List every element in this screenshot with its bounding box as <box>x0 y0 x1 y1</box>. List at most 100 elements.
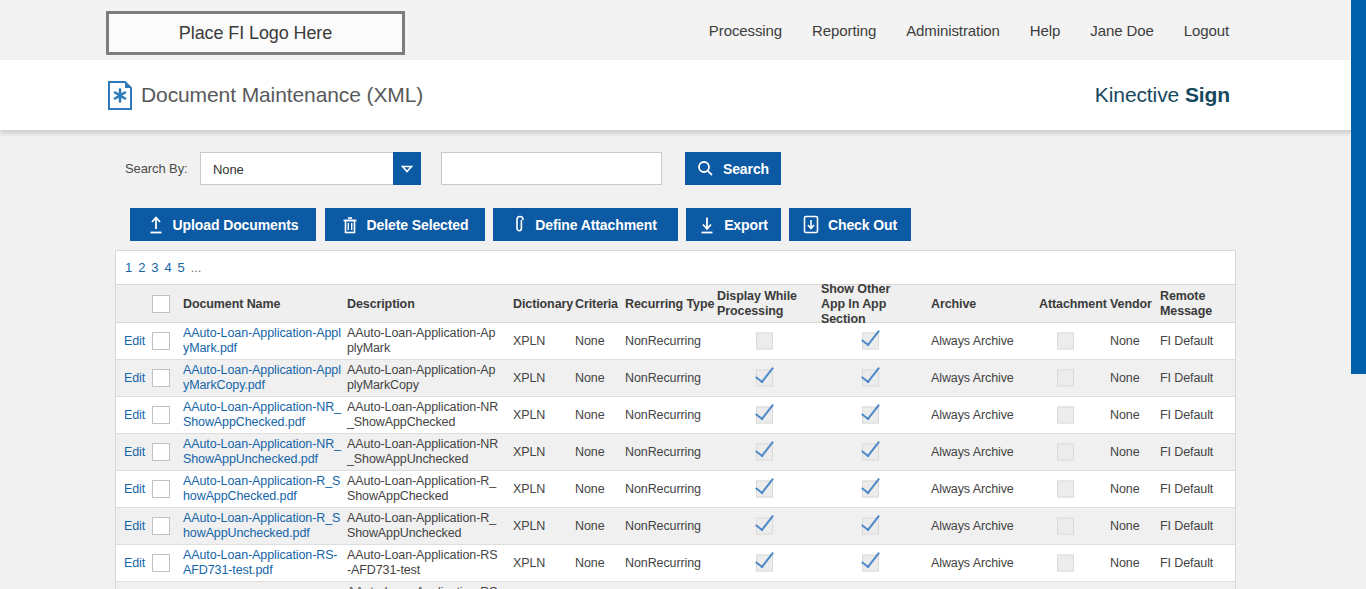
dropdown-button[interactable] <box>393 152 421 185</box>
pagination: 1 2 3 4 5 ... <box>116 251 1235 284</box>
document-name-link[interactable]: AAuto-Loan-Application-NR_ShowAppUncheck… <box>183 437 341 467</box>
page-link-2[interactable]: 2 <box>138 260 145 275</box>
cell-description: AAuto-Loan-Application-RS- <box>347 585 499 589</box>
cell-remote-message: FI Default <box>1160 334 1232 349</box>
col-document-name: Document Name <box>183 296 341 311</box>
row-select-checkbox[interactable] <box>152 554 170 572</box>
show-other-app-checkbox <box>862 370 879 387</box>
attachment-checkbox <box>1057 518 1074 535</box>
cell-recurring-type: NonRecurring <box>625 556 720 571</box>
nav-item-user[interactable]: Jane Doe <box>1090 22 1153 39</box>
brand-logo: Kinective Sign <box>1095 60 1230 130</box>
paperclip-icon <box>514 215 526 234</box>
check-out-document-icon <box>803 215 819 234</box>
edit-link[interactable]: Edit <box>124 334 154 349</box>
display-while-processing-checkbox <box>756 518 773 535</box>
row-select-checkbox[interactable] <box>152 443 170 461</box>
select-all-checkbox[interactable] <box>152 295 170 313</box>
delete-selected-button[interactable]: Delete Selected <box>325 208 485 241</box>
attachment-checkbox <box>1057 407 1074 424</box>
upload-documents-button[interactable]: Upload Documents <box>130 208 316 241</box>
cell-dictionary: XPLN <box>513 556 573 571</box>
cell-vendor: None <box>1110 408 1160 423</box>
search-by-selected-value: None <box>213 162 244 177</box>
nav-item-processing[interactable]: Processing <box>709 22 782 39</box>
cell-dictionary: XPLN <box>513 445 573 460</box>
page-link-4[interactable]: 4 <box>164 260 171 275</box>
show-other-app-checkbox <box>862 518 879 535</box>
document-name-link[interactable]: AAuto-Loan-Application-ApplyMark.pdf <box>183 326 341 356</box>
cell-vendor: None <box>1110 445 1160 460</box>
row-select-checkbox[interactable] <box>152 480 170 498</box>
top-bar: Place FI Logo Here Processing Reporting … <box>0 0 1366 60</box>
display-while-processing-checkbox <box>756 444 773 461</box>
upload-documents-label: Upload Documents <box>173 217 299 233</box>
display-while-processing-checkbox <box>756 370 773 387</box>
col-remote-message: Remote Message <box>1160 289 1232 319</box>
nav-item-reporting[interactable]: Reporting <box>812 22 876 39</box>
row-select-checkbox[interactable] <box>152 332 170 350</box>
edit-link[interactable]: Edit <box>124 482 154 497</box>
export-button[interactable]: Export <box>686 208 781 241</box>
cell-vendor: None <box>1110 371 1160 386</box>
search-by-label: Search By: <box>125 161 188 176</box>
display-while-processing-checkbox <box>756 333 773 350</box>
row-select-checkbox[interactable] <box>152 406 170 424</box>
show-other-app-checkbox <box>862 407 879 424</box>
show-other-app-checkbox <box>862 481 879 498</box>
edit-link[interactable]: Edit <box>124 371 154 386</box>
cell-dictionary: XPLN <box>513 371 573 386</box>
table-row: Edit AAuto-Loan-Application-RS- AAuto-Lo… <box>116 582 1235 589</box>
table-row: Edit AAuto-Loan-Application-NR_ShowAppCh… <box>116 397 1235 434</box>
cell-dictionary: XPLN <box>513 334 573 349</box>
col-description: Description <box>347 296 499 311</box>
nav-item-help[interactable]: Help <box>1030 22 1060 39</box>
document-name-link[interactable]: AAuto-Loan-Application-R_ShowAppChecked.… <box>183 474 341 504</box>
edit-link[interactable]: Edit <box>124 519 154 534</box>
delete-selected-label: Delete Selected <box>367 217 469 233</box>
document-name-link[interactable]: AAuto-Loan-Application-RS-AFD731-test.pd… <box>183 548 341 578</box>
cell-recurring-type: NonRecurring <box>625 482 720 497</box>
edit-link[interactable]: Edit <box>124 556 154 571</box>
page-link-3[interactable]: 3 <box>151 260 158 275</box>
download-icon <box>699 216 715 234</box>
edit-link[interactable]: Edit <box>124 408 154 423</box>
main-nav: Processing Reporting Administration Help… <box>709 0 1229 60</box>
cell-remote-message: FI Default <box>1160 371 1232 386</box>
nav-item-administration[interactable]: Administration <box>906 22 1000 39</box>
document-name-link[interactable]: AAuto-Loan-Application-NR_ShowAppChecked… <box>183 400 341 430</box>
trash-icon <box>342 216 358 234</box>
upload-icon <box>148 216 164 234</box>
col-criteria: Criteria <box>575 296 623 311</box>
check-out-button[interactable]: Check Out <box>789 208 911 241</box>
show-other-app-checkbox <box>862 333 879 350</box>
page-link-1[interactable]: 1 <box>125 260 132 275</box>
cell-remote-message: FI Default <box>1160 482 1232 497</box>
document-name-link[interactable]: AAuto-Loan-Application-ApplyMarkCopy.pdf <box>183 363 341 393</box>
cell-criteria: None <box>575 371 623 386</box>
vertical-scrollbar[interactable] <box>1351 0 1366 589</box>
document-name-link[interactable]: AAuto-Loan-Application-R_ShowAppUnchecke… <box>183 511 341 541</box>
attachment-checkbox <box>1057 370 1074 387</box>
cell-archive: Always Archive <box>931 334 1025 349</box>
cell-archive: Always Archive <box>931 482 1025 497</box>
row-select-checkbox[interactable] <box>152 517 170 535</box>
documents-table: 1 2 3 4 5 ... Document Name Description … <box>115 250 1236 589</box>
scrollbar-thumb[interactable] <box>1351 0 1366 374</box>
row-select-checkbox[interactable] <box>152 369 170 387</box>
table-row: Edit AAuto-Loan-Application-RS-AFD731-te… <box>116 545 1235 582</box>
cell-dictionary: XPLN <box>513 482 573 497</box>
table-row: Edit AAuto-Loan-Application-ApplyMark.pd… <box>116 323 1235 360</box>
display-while-processing-checkbox <box>756 481 773 498</box>
table-row: Edit AAuto-Loan-Application-ApplyMarkCop… <box>116 360 1235 397</box>
define-attachment-button[interactable]: Define Attachment <box>493 208 678 241</box>
edit-link[interactable]: Edit <box>124 445 154 460</box>
cell-criteria: None <box>575 408 623 423</box>
table-row: Edit AAuto-Loan-Application-R_ShowAppChe… <box>116 471 1235 508</box>
cell-criteria: None <box>575 334 623 349</box>
search-button[interactable]: Search <box>685 152 781 185</box>
search-input[interactable] <box>441 152 662 185</box>
search-by-dropdown[interactable]: None <box>200 152 421 185</box>
page-link-5[interactable]: 5 <box>178 260 185 275</box>
nav-item-logout[interactable]: Logout <box>1184 22 1229 39</box>
